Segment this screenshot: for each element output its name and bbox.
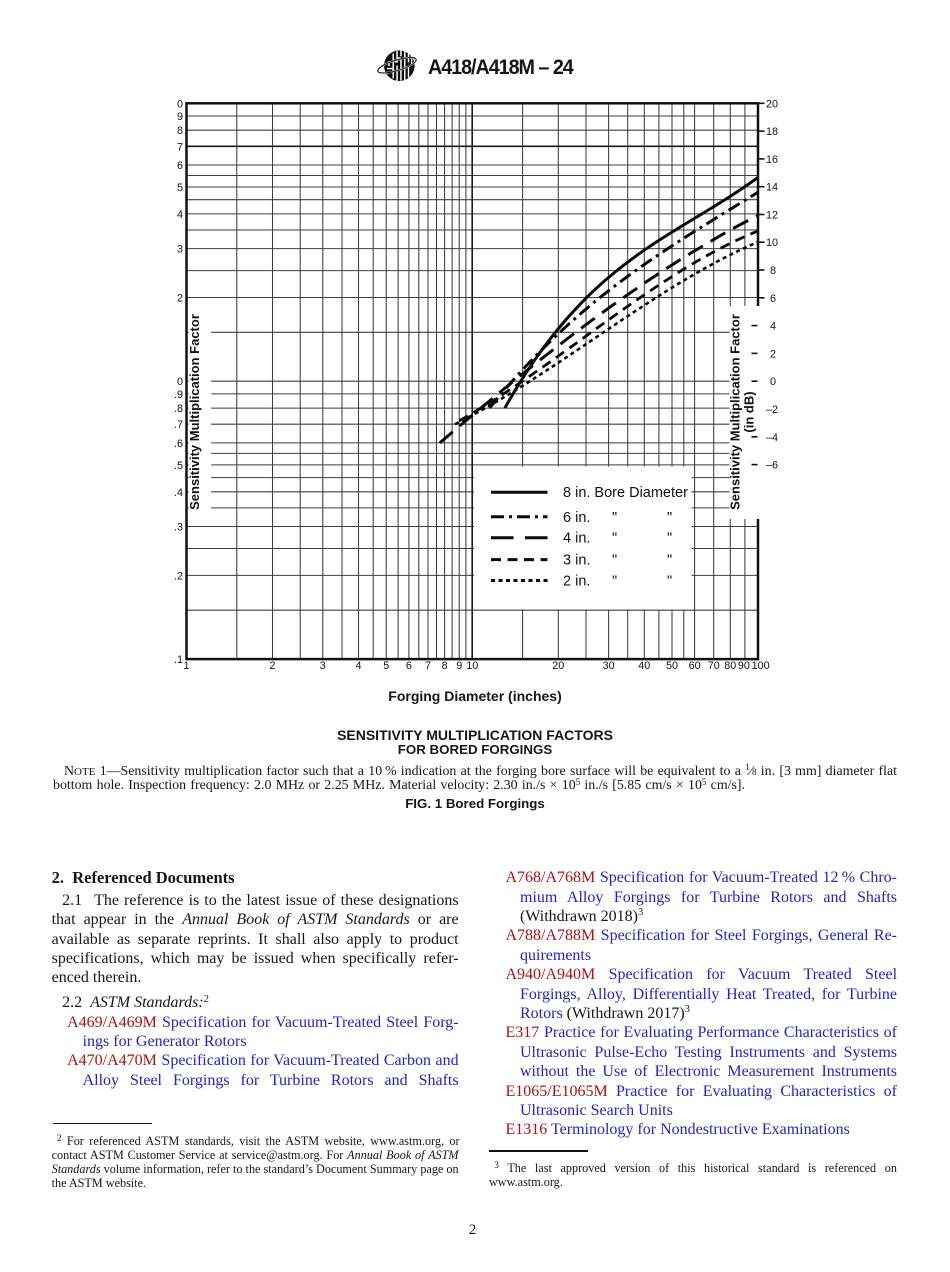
svg-text:20: 20: [766, 98, 778, 110]
svg-text:8: 8: [177, 125, 183, 137]
svg-text:Sensitivity Multiplication Fac: Sensitivity Multiplication Factor: [728, 314, 743, 510]
svg-text:2: 2: [269, 660, 275, 672]
svg-text:80: 80: [724, 660, 736, 672]
svg-text:Sensitivity Multiplication Fac: Sensitivity Multiplication Factor: [187, 314, 202, 510]
svg-text:14: 14: [766, 182, 778, 194]
svg-text:8: 8: [442, 660, 448, 672]
svg-text:–2: –2: [766, 404, 778, 416]
svg-text:100: 100: [752, 660, 770, 672]
svg-text:": ": [612, 510, 617, 526]
svg-text:6 in.: 6 in.: [563, 510, 590, 526]
svg-text:.2: .2: [174, 570, 183, 582]
svg-text:": ": [667, 510, 672, 526]
svg-text:–4: –4: [766, 432, 778, 444]
svg-text:3 in.: 3 in.: [563, 553, 590, 569]
svg-text:3: 3: [177, 244, 183, 256]
svg-text:12: 12: [766, 210, 778, 222]
svg-text:18: 18: [766, 126, 778, 138]
svg-text:.3: .3: [174, 522, 183, 534]
svg-text:90: 90: [738, 660, 750, 672]
svg-text:.1: .1: [174, 654, 183, 666]
svg-text:9: 9: [456, 660, 462, 672]
svg-text:": ": [667, 553, 672, 569]
svg-text:0: 0: [770, 376, 776, 388]
svg-text:5: 5: [177, 182, 183, 194]
svg-text:40: 40: [638, 660, 650, 672]
svg-text:2 in.: 2 in.: [563, 574, 590, 590]
svg-text:2: 2: [770, 348, 776, 360]
svg-text:.8: .8: [174, 403, 183, 415]
svg-text:": ": [612, 574, 617, 590]
svg-text:10: 10: [466, 660, 478, 672]
svg-text:30: 30: [603, 660, 615, 672]
svg-text:20: 20: [552, 660, 564, 672]
svg-text:50: 50: [666, 660, 678, 672]
svg-text:0: 0: [177, 98, 183, 110]
svg-text:": ": [667, 574, 672, 590]
svg-text:4: 4: [355, 660, 361, 672]
svg-text:0: 0: [177, 376, 183, 388]
svg-text:–6: –6: [766, 460, 778, 472]
svg-text:.9: .9: [174, 389, 183, 401]
svg-text:4 in.: 4 in.: [563, 531, 590, 547]
svg-text:.5: .5: [174, 460, 183, 472]
svg-text:(in dB): (in dB): [742, 391, 757, 432]
svg-text:2: 2: [177, 293, 183, 305]
svg-text:": ": [667, 531, 672, 547]
svg-text:7: 7: [425, 660, 431, 672]
svg-text:4: 4: [177, 209, 183, 221]
svg-text:3: 3: [320, 660, 326, 672]
svg-text:7: 7: [177, 141, 183, 153]
svg-text:": ": [612, 531, 617, 547]
svg-text:8 in. Bore Diameter: 8 in. Bore Diameter: [563, 485, 688, 501]
svg-text:8: 8: [770, 265, 776, 277]
svg-text:9: 9: [177, 111, 183, 123]
svg-text:4: 4: [770, 321, 776, 333]
svg-text:.4: .4: [174, 487, 183, 499]
svg-text:.7: .7: [174, 419, 183, 431]
svg-text:70: 70: [708, 660, 720, 672]
svg-text:16: 16: [766, 154, 778, 166]
svg-text:.6: .6: [174, 438, 183, 450]
svg-text:6: 6: [177, 160, 183, 172]
svg-text:1: 1: [183, 660, 189, 672]
svg-text:10: 10: [766, 237, 778, 249]
svg-text:60: 60: [689, 660, 701, 672]
svg-text:5: 5: [383, 660, 389, 672]
svg-text:6: 6: [770, 293, 776, 305]
svg-text:6: 6: [406, 660, 412, 672]
svg-text:": ": [612, 553, 617, 569]
